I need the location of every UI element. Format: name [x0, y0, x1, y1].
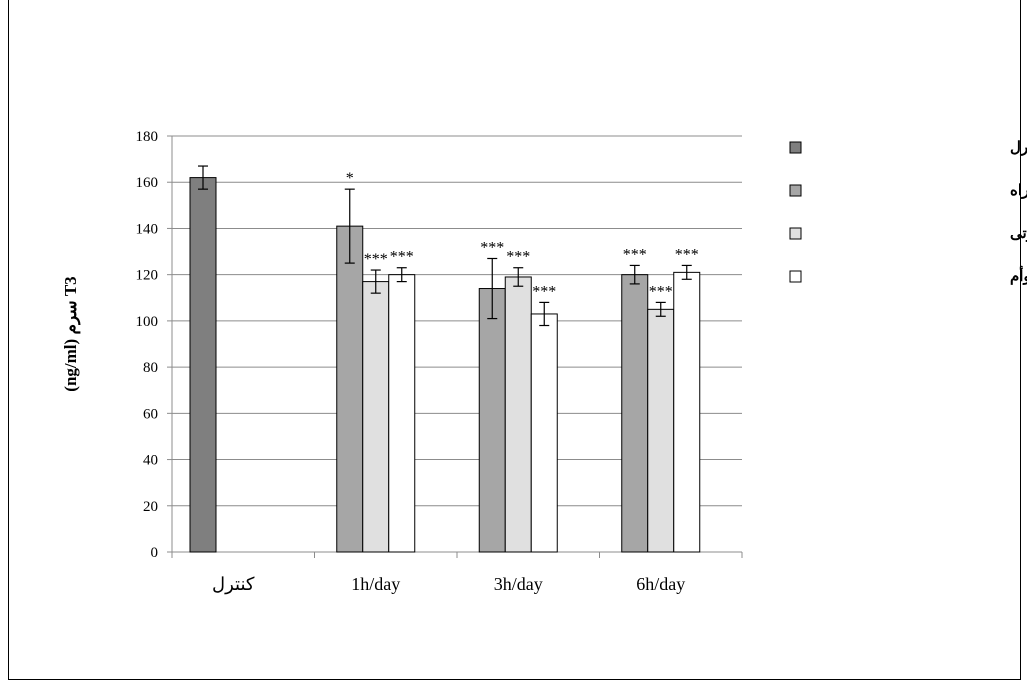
legend-label: مواجهه توأم — [1010, 265, 1027, 285]
bar — [388, 274, 416, 553]
legend-swatch — [789, 141, 802, 154]
significance-label: *** — [506, 249, 530, 266]
y-tick-label: 140 — [136, 221, 159, 237]
y-tick-label: 0 — [151, 545, 159, 561]
legend-label: کنترل — [1010, 140, 1027, 156]
significance-label: *** — [675, 246, 699, 263]
x-tick-label: 1h/day — [351, 574, 400, 594]
y-tick-label: 180 — [136, 129, 159, 145]
legend-swatch — [789, 184, 802, 197]
bar — [478, 288, 506, 553]
bar — [362, 281, 390, 553]
significance-label: *** — [623, 246, 647, 263]
y-tick-label: 160 — [136, 175, 159, 191]
y-tick-label: 120 — [136, 268, 159, 284]
legend-label: مواجهه با امواج تلفن همراه — [1010, 183, 1027, 199]
bar — [504, 276, 532, 553]
bar — [647, 308, 675, 553]
y-tick-label: 100 — [136, 314, 159, 330]
bar — [530, 313, 558, 553]
legend-swatch — [789, 227, 802, 240]
y-tick-label: 60 — [143, 406, 158, 422]
bar — [621, 274, 649, 553]
legend-swatch — [789, 270, 802, 283]
significance-label: *** — [649, 283, 673, 300]
bar — [673, 271, 701, 553]
significance-label: *** — [390, 249, 414, 266]
x-tick-label: 6h/day — [636, 574, 685, 594]
y-tick-label: 40 — [143, 453, 158, 469]
y-tick-label: 80 — [143, 360, 158, 376]
significance-label: *** — [364, 251, 388, 268]
x-tick-label: کنترل — [212, 574, 255, 595]
significance-label: *** — [532, 283, 556, 300]
legend-label: مواجهه با استرس صوتی — [1010, 226, 1027, 242]
x-tick-label: 3h/day — [494, 574, 543, 594]
y-axis-title: (ng/ml) سرم T3 — [61, 276, 81, 391]
significance-label: * — [346, 170, 354, 187]
bar — [336, 225, 364, 553]
y-tick-label: 20 — [143, 499, 158, 515]
bar — [189, 177, 217, 553]
significance-label: *** — [480, 239, 504, 256]
